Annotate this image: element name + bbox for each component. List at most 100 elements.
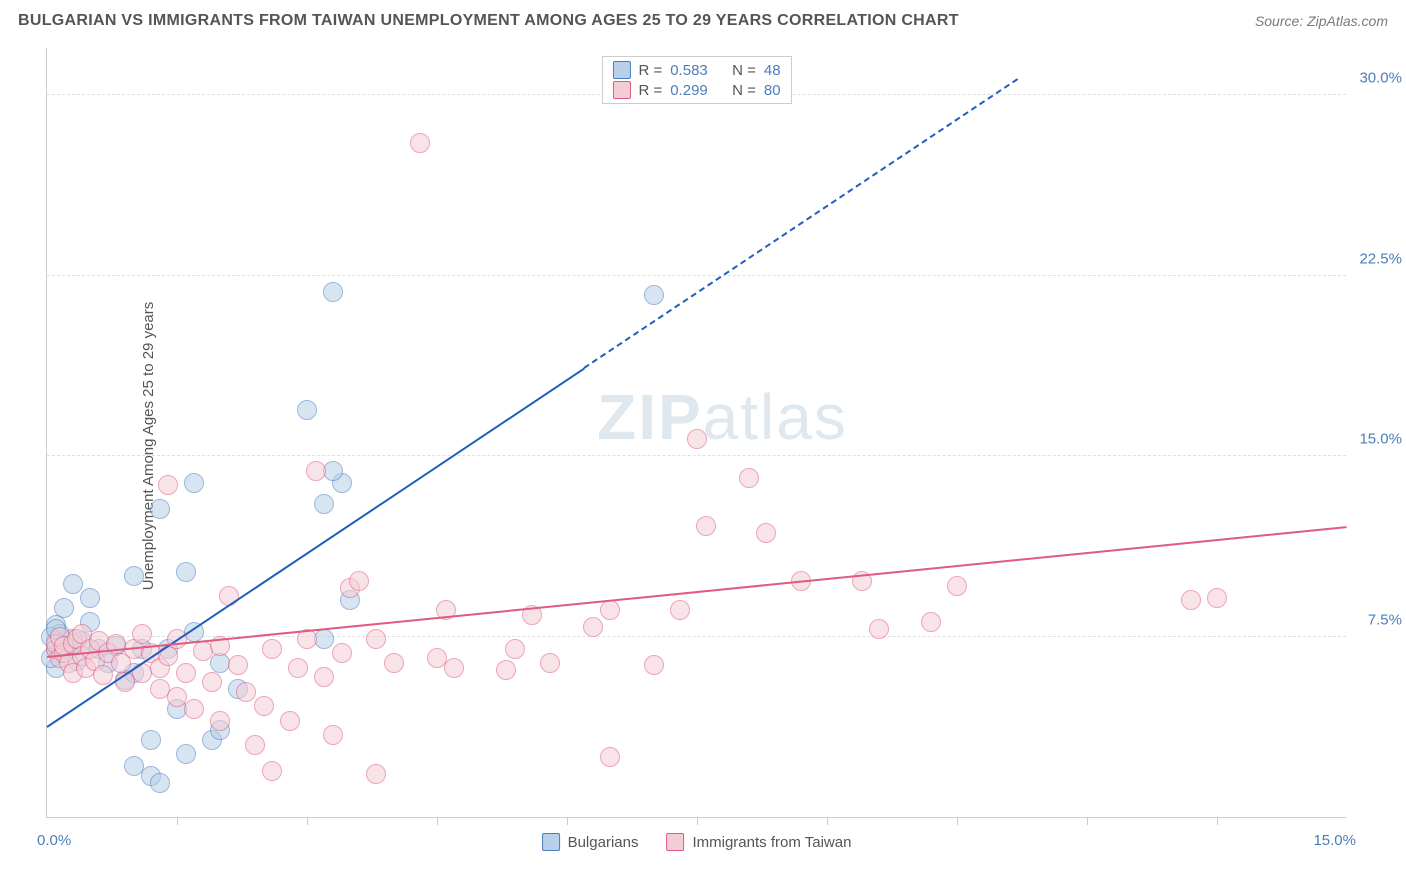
scatter-point [236,682,256,702]
scatter-point [306,461,326,481]
scatter-point [540,653,560,673]
xtick-minor [697,817,698,825]
scatter-point [176,744,196,764]
legend-item: Bulgarians [542,833,639,851]
scatter-point [280,711,300,731]
scatter-point [167,687,187,707]
plot-area: ZIPatlas 7.5%15.0%22.5%30.0%0.0%15.0%R =… [46,48,1346,818]
scatter-point [869,619,889,639]
legend-swatch [612,81,630,99]
legend-swatch [612,61,630,79]
gridline-h [47,275,1346,276]
scatter-point [63,574,83,594]
scatter-point [496,660,516,680]
legend-swatch [542,833,560,851]
ytick-label: 30.0% [1359,70,1402,87]
xtick-minor [437,817,438,825]
trend-line [47,526,1347,658]
legend-row: R = 0.299 N = 80 [612,81,780,99]
scatter-point [687,429,707,449]
legend-r-value: 0.583 [670,62,708,79]
ytick-label: 22.5% [1359,250,1402,267]
gridline-h [47,455,1346,456]
scatter-point [384,653,404,673]
scatter-point [176,562,196,582]
scatter-point [297,400,317,420]
scatter-point [600,747,620,767]
scatter-point [1207,588,1227,608]
legend-item: Immigrants from Taiwan [666,833,851,851]
legend-n-value: 48 [764,62,781,79]
scatter-point [644,285,664,305]
xtick-minor [827,817,828,825]
scatter-point [314,667,334,687]
legend-label: Bulgarians [568,834,639,851]
scatter-point [254,696,274,716]
scatter-point [366,764,386,784]
scatter-point [1181,590,1201,610]
scatter-point [202,672,222,692]
scatter-point [739,468,759,488]
scatter-point [756,523,776,543]
chart-source: Source: ZipAtlas.com [1255,13,1388,29]
xtick-minor [307,817,308,825]
xtick-minor [1087,817,1088,825]
scatter-point [323,725,343,745]
scatter-point [184,473,204,493]
legend-swatch [666,833,684,851]
scatter-point [921,612,941,632]
scatter-point [228,655,248,675]
scatter-point [124,566,144,586]
scatter-point [150,499,170,519]
scatter-point [444,658,464,678]
scatter-point [366,629,386,649]
xtick-minor [1217,817,1218,825]
scatter-point [262,639,282,659]
legend-r-label: R = [638,82,662,99]
scatter-point [141,730,161,750]
scatter-point [314,494,334,514]
chart-title: BULGARIAN VS IMMIGRANTS FROM TAIWAN UNEM… [18,12,959,30]
legend-label: Immigrants from Taiwan [692,834,851,851]
trend-line [584,79,1018,369]
scatter-point [323,461,343,481]
scatter-point [670,600,690,620]
scatter-point [288,658,308,678]
scatter-point [176,663,196,683]
xtick-minor [567,817,568,825]
scatter-point [505,639,525,659]
scatter-point [80,588,100,608]
scatter-point [210,711,230,731]
xtick-minor [957,817,958,825]
scatter-point [314,629,334,649]
scatter-point [600,600,620,620]
legend-n-value: 80 [764,82,781,99]
watermark: ZIPatlas [597,380,848,454]
ytick-label: 7.5% [1368,611,1402,628]
scatter-point [132,624,152,644]
scatter-point [54,598,74,618]
scatter-point [644,655,664,675]
scatter-point [410,133,430,153]
xtick-label-left: 0.0% [37,832,71,849]
legend-n-label: N = [732,82,756,99]
legend-row: R = 0.583 N = 48 [612,61,780,79]
scatter-point [332,643,352,663]
legend-r-label: R = [638,62,662,79]
scatter-point [947,576,967,596]
scatter-point [323,282,343,302]
scatter-point [150,773,170,793]
scatter-point [349,571,369,591]
legend-correlation: R = 0.583 N = 48 R = 0.299 N = 80 [601,56,791,104]
legend-r-value: 0.299 [670,82,708,99]
chart-header: BULGARIAN VS IMMIGRANTS FROM TAIWAN UNEM… [18,12,1388,30]
scatter-point [262,761,282,781]
legend-n-label: N = [732,62,756,79]
legend-series: Bulgarians Immigrants from Taiwan [542,833,852,851]
scatter-point [245,735,265,755]
scatter-point [219,586,239,606]
scatter-point [696,516,716,536]
scatter-point [158,475,178,495]
scatter-point [184,699,204,719]
xtick-label-right: 15.0% [1313,832,1356,849]
